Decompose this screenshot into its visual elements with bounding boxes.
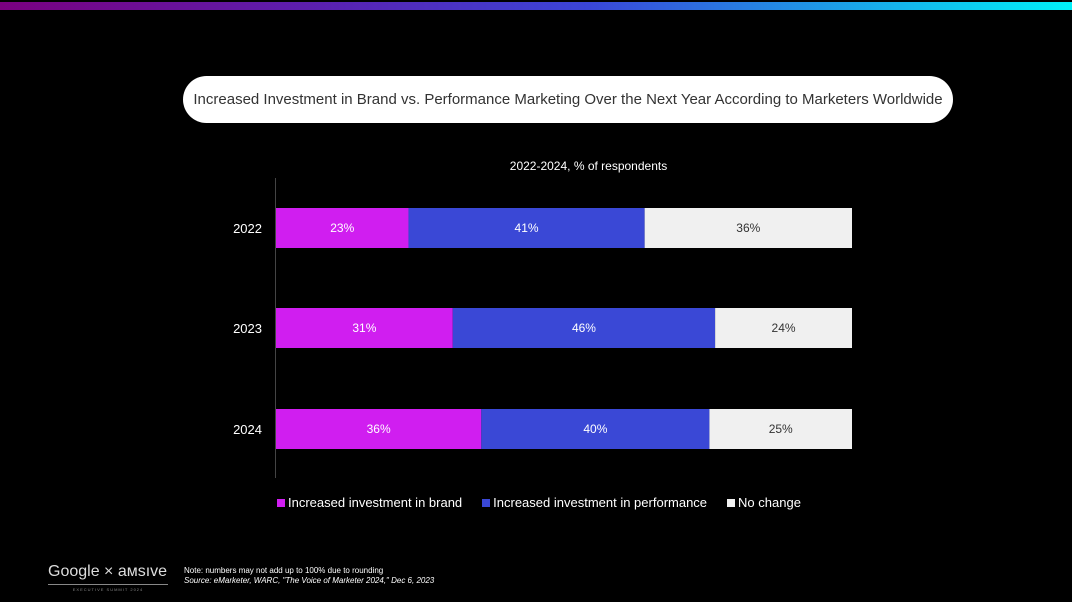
bar-segment-2022-0	[276, 208, 409, 248]
data-label: 25%	[769, 422, 793, 436]
google-amsive-logo: Google × амsıve EXECUTIVE SUMMIT 2024	[48, 563, 168, 592]
category-label-2023: 2023	[233, 321, 262, 336]
data-label: 36%	[367, 422, 391, 436]
footnotes: Note: numbers may not add up to 100% due…	[184, 566, 434, 586]
legend: Increased investment in brand Increased …	[277, 495, 801, 510]
bar-segment-2024-2	[709, 409, 852, 449]
logo-text: Google × амsıve	[48, 563, 168, 580]
logo-divider	[48, 584, 168, 585]
category-label-2022: 2022	[233, 221, 262, 236]
data-label: 40%	[583, 422, 607, 436]
gradient-top-bar	[0, 2, 1072, 10]
bar-segment-2024-1	[481, 409, 710, 449]
category-label-2024: 2024	[233, 422, 262, 437]
data-label: 24%	[772, 321, 796, 335]
bar-segment-2024-0	[276, 409, 482, 449]
bar-segment-2023-2	[715, 308, 852, 348]
source-text: Source: eMarketer, WARC, "The Voice of M…	[184, 576, 435, 585]
legend-label: Increased investment in performance	[493, 495, 708, 510]
bar-segment-2023-1	[452, 308, 716, 348]
legend-item-performance: Increased investment in performance	[482, 495, 707, 510]
legend-label: Increased investment in brand	[288, 495, 463, 510]
legend-swatch	[727, 498, 736, 507]
chart-subtitle: 2022-2024, % of respondents	[509, 159, 668, 173]
legend-swatch	[482, 498, 491, 507]
legend-item-brand: Increased investment in brand	[277, 495, 462, 510]
bar-segment-2022-1	[408, 208, 645, 248]
note-text: Note: numbers may not add up to 100% due…	[184, 566, 384, 575]
data-label: 23%	[330, 221, 354, 235]
chart-title: Increased Investment in Brand vs. Perfor…	[183, 76, 953, 123]
data-label: 31%	[352, 321, 376, 335]
data-label: 41%	[515, 221, 539, 235]
legend-label: No change	[738, 495, 801, 510]
legend-swatch	[277, 498, 285, 507]
bar-segment-2023-0	[276, 308, 453, 348]
logo-subtitle: EXECUTIVE SUMMIT 2024	[72, 587, 144, 592]
data-label: 46%	[572, 321, 596, 335]
bar-segment-2022-2	[644, 208, 852, 248]
data-label: 36%	[736, 221, 760, 235]
legend-item-no-change: No change	[727, 495, 801, 510]
chart-title-text: Increased Investment in Brand vs. Perfor…	[193, 91, 943, 108]
